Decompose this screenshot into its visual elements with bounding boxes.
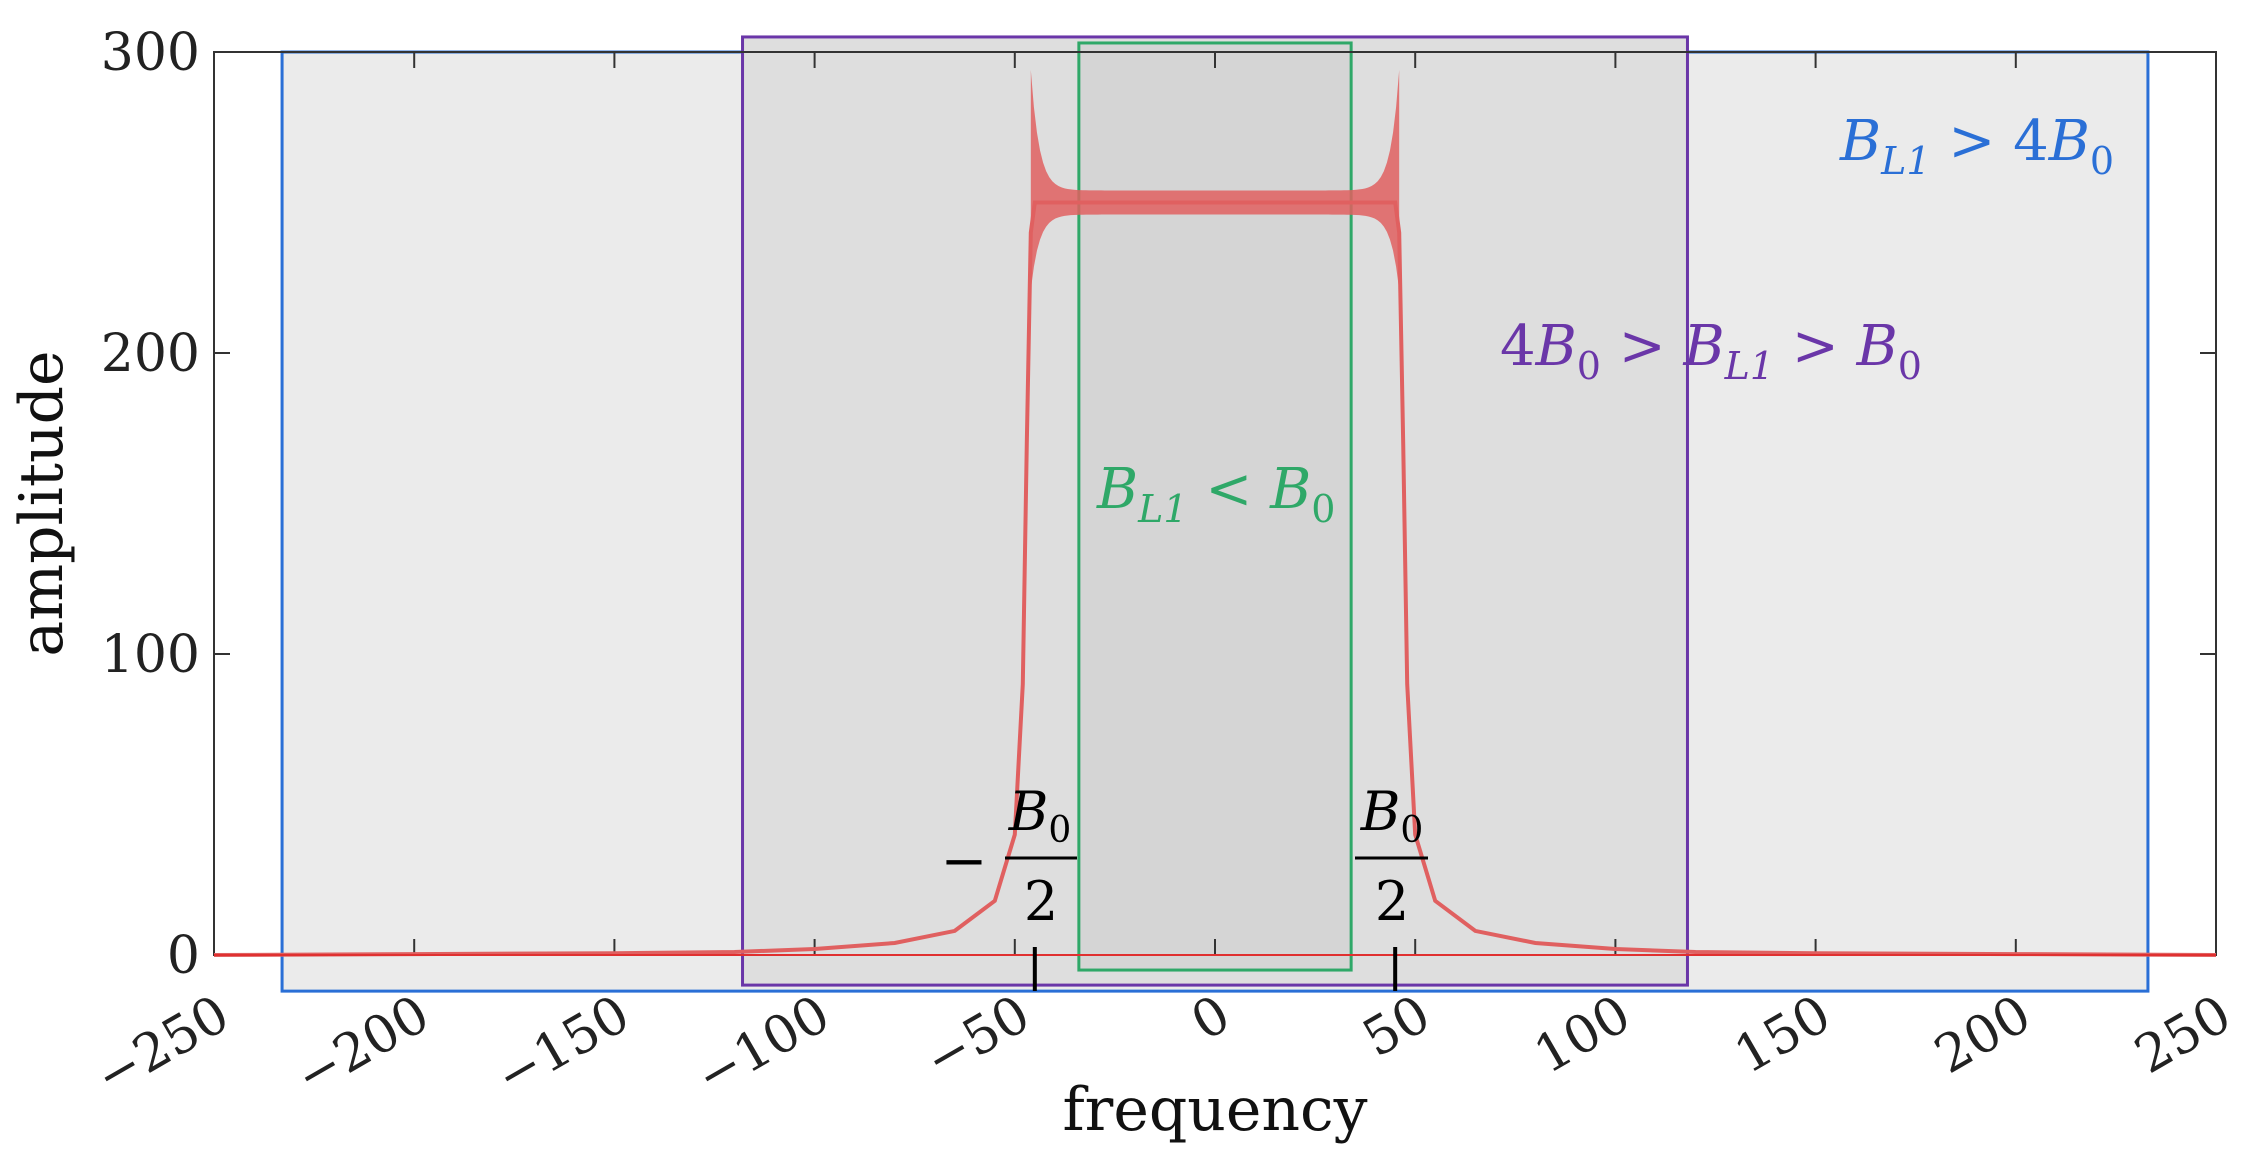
- x-tick-label: 150: [1725, 984, 1841, 1086]
- annotation-purple-sub2: L1: [1724, 344, 1774, 388]
- neg-half-num-b: B: [1008, 780, 1049, 843]
- annotation-purple-b2: B: [1683, 314, 1725, 379]
- y-tick-label: 200: [101, 324, 200, 384]
- series-line: [213, 200, 2217, 957]
- x-tick-label: −150: [486, 984, 640, 1107]
- x-tick-label: 50: [1353, 984, 1440, 1069]
- annotation-purple-op1: >: [1601, 314, 1684, 379]
- x-tick-label: 100: [1525, 984, 1641, 1086]
- pos-half-denominator: 2: [1375, 870, 1409, 933]
- x-tick-label: 0: [1182, 984, 1241, 1053]
- x-tick-label: 250: [2125, 984, 2241, 1086]
- label-pos-half-b0: B0 2: [1355, 780, 1428, 933]
- y-axis-label: amplitude: [7, 350, 77, 656]
- pos-half-numerator: B0: [1360, 780, 1424, 851]
- y-tick-label: 300: [101, 23, 200, 83]
- annotation-blue-b2: B: [2048, 109, 2090, 174]
- annotation-purple-pre: 4: [1500, 314, 1536, 379]
- annotation-purple-sub3: 0: [1898, 344, 1922, 388]
- label-neg-half-b0: − B0 2: [941, 780, 1077, 933]
- x-tick-label: −50: [915, 984, 1040, 1091]
- annotation-purple-b3: B: [1856, 314, 1898, 379]
- plot-area: [213, 35, 2217, 993]
- annotation-blue-sub1: L1: [1880, 139, 1930, 183]
- neg-half-minus: −: [941, 829, 988, 894]
- y-tick-label: 100: [101, 625, 200, 685]
- x-axis-label: frequency: [1062, 1075, 1367, 1145]
- y-tick-label: 0: [167, 926, 200, 986]
- annotation-green-sub1: L1: [1137, 487, 1187, 531]
- annotation-purple: 4B0 > BL1 > B0: [1500, 314, 1922, 388]
- x-tick-label: 200: [1925, 984, 2041, 1086]
- annotation-blue-b: B: [1839, 109, 1881, 174]
- annotation-green-b2: B: [1269, 457, 1311, 522]
- neg-half-numerator: B0: [1008, 780, 1072, 851]
- neg-half-denominator: 2: [1024, 870, 1058, 933]
- annotation-green-op: <: [1188, 457, 1271, 522]
- annotation-blue: BL1 > 4B0: [1839, 109, 2114, 183]
- annotation-green-b: B: [1096, 457, 1138, 522]
- annotation-blue-op: > 4: [1931, 109, 2049, 174]
- pos-half-num-sub: 0: [1400, 810, 1423, 851]
- pos-half-num-b: B: [1360, 780, 1401, 843]
- annotation-purple-b: B: [1535, 314, 1577, 379]
- annotation-green: BL1 < B0: [1096, 457, 1335, 531]
- annotation-purple-op2: >: [1774, 314, 1857, 379]
- x-tick-label: −100: [686, 984, 840, 1107]
- neg-half-num-sub: 0: [1048, 810, 1071, 851]
- annotation-green-sub2: 0: [1311, 487, 1335, 531]
- x-tick-label: −250: [86, 984, 240, 1107]
- x-tick-label: −200: [286, 984, 440, 1107]
- annotation-purple-sub: 0: [1577, 344, 1601, 388]
- annotation-blue-sub2: 0: [2090, 139, 2114, 183]
